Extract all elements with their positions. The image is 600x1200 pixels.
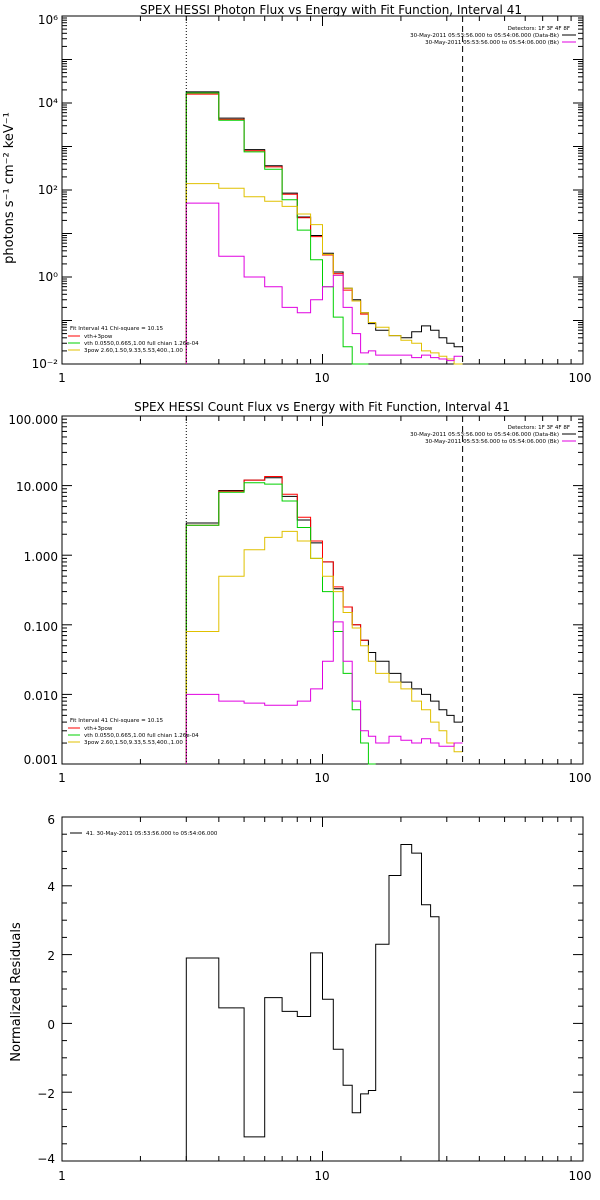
count-y-tick: 0.100: [24, 620, 58, 634]
photon-series-line: [185, 183, 463, 365]
count-fit-entry: 3pow 2.60,1.50,9.33,5.53,400.,1.00: [84, 740, 183, 746]
count-chart-ticks: [61, 415, 584, 765]
residuals-legend: 41. 30-May-2011 05:53:56.000 to 05:54:06…: [86, 831, 218, 837]
count-y-tick: 10.000: [16, 480, 58, 494]
count-x-tick: 1: [58, 771, 66, 785]
count-series-line: [185, 530, 463, 764]
count-series-line: [185, 477, 463, 764]
photon-fit-entry: vth+3pow: [84, 334, 113, 340]
photon-chart-frame: [61, 15, 584, 365]
residuals-ylabel: Normalized Residuals: [9, 922, 24, 1062]
photon-chart-title: SPEX HESSI Photon Flux vs Energy with Fi…: [140, 3, 522, 17]
count-chart-series: [185, 476, 463, 765]
count-y-tick: 0.001: [24, 753, 58, 767]
photon-flux-chart: SPEX HESSI Photon Flux vs Energy with Fi…: [2, 3, 591, 385]
count-y-tick: 0.010: [24, 689, 58, 703]
photon-series-line: [185, 202, 463, 364]
count-y-tick: 100.000: [8, 413, 58, 427]
count-fit-entry: vth+3pow: [84, 726, 113, 732]
count-x-tick: 10: [314, 771, 329, 785]
count-fit-entry: vth 0.0550,0.665,1.00 full chian 1.26e-0…: [84, 733, 199, 739]
photon-fit-entry: vth 0.0550,0.665,1.00 full chian 1.26e-0…: [84, 341, 199, 347]
residuals-series-line: [185, 844, 463, 1162]
residuals-y-tick: 4: [47, 880, 55, 894]
photon-series-line: [185, 91, 463, 364]
residuals-ticks: [61, 816, 584, 1162]
photon-legend-left: Fit Interval 41 Chi-square = 10.15 vth+3…: [68, 326, 199, 354]
count-y-tick: 1.000: [24, 550, 58, 564]
count-legend-left: Fit Interval 41 Chi-square = 10.15 vth+3…: [68, 718, 199, 746]
photon-chart-ylabel: photons s⁻¹ cm⁻² keV⁻¹: [2, 112, 17, 264]
photon-x-tick: 100: [569, 371, 592, 385]
count-legend-entry: 30-May-2011 05:53:56.000 to 05:54:06.000…: [425, 439, 559, 445]
count-legend-header: Detectors: 1F 3F 4F 8F: [508, 425, 570, 431]
photon-chart-vlines: [185, 16, 464, 364]
photon-legend-entry: 30-May-2011 05:53:56.000 to 05:54:06.000…: [410, 33, 559, 39]
photon-fit-entry: 3pow 2.60,1.50,9.33,5.53,400.,1.00: [84, 348, 183, 354]
residuals-y-tick: 6: [47, 813, 55, 827]
count-series-line: [185, 482, 376, 765]
count-x-tick: 100: [569, 771, 592, 785]
residuals-series: [185, 844, 463, 1162]
photon-series-line: [185, 92, 369, 365]
photon-chart-series: [185, 91, 463, 365]
photon-legend-entry: 30-May-2011 05:53:56.000 to 05:54:06.000…: [425, 40, 559, 46]
count-legend-entry: 30-May-2011 05:53:56.000 to 05:54:06.000…: [410, 432, 559, 438]
residuals-y-tick: −2: [37, 1087, 55, 1101]
photon-x-tick: 1: [58, 371, 66, 385]
residuals-chart: Normalized Residuals −4 −2 0 2 4 6 1 10 …: [9, 813, 591, 1183]
photon-chart-ticks: [61, 15, 584, 365]
residuals-y-tick: 2: [47, 949, 55, 963]
photon-y-tick: 10⁻²: [32, 357, 59, 371]
count-chart-vlines: [185, 416, 464, 764]
count-flux-chart: SPEX HESSI Count Flux vs Energy with Fit…: [8, 400, 591, 785]
residuals-x-tick: 10: [314, 1169, 329, 1183]
photon-y-tick: 10²: [38, 183, 58, 197]
count-series-line: [185, 476, 369, 764]
count-chart-title: SPEX HESSI Count Flux vs Energy with Fit…: [134, 400, 510, 414]
photon-y-tick: 10⁴: [38, 96, 58, 110]
photon-legend-right: Detectors: 1F 3F 4F 8F 30-May-2011 05:53…: [410, 26, 576, 46]
residuals-x-tick: 100: [569, 1169, 592, 1183]
photon-y-tick: 10⁶: [38, 13, 58, 27]
photon-fit-header: Fit Interval 41 Chi-square = 10.15: [70, 326, 164, 332]
count-series-line: [185, 621, 463, 764]
photon-x-tick: 10: [314, 371, 329, 385]
residuals-y-tick: −4: [37, 1152, 55, 1166]
residuals-x-tick: 1: [58, 1169, 66, 1183]
count-fit-header: Fit Interval 41 Chi-square = 10.15: [70, 718, 164, 724]
photon-series-line: [185, 93, 369, 364]
photon-legend-header: Detectors: 1F 3F 4F 8F: [508, 26, 570, 32]
count-legend-right: Detectors: 1F 3F 4F 8F 30-May-2011 05:53…: [410, 425, 576, 445]
photon-y-tick: 10⁰: [38, 270, 58, 284]
residuals-y-tick: 0: [47, 1018, 55, 1032]
